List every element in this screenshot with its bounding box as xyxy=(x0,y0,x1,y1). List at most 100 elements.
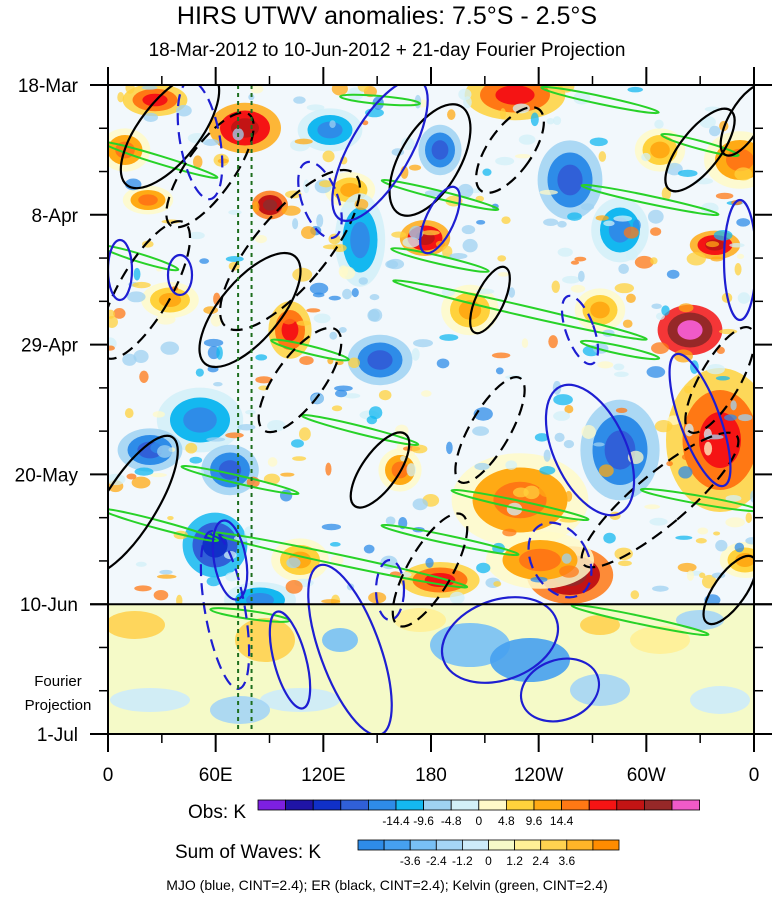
obs-texture-patch xyxy=(686,252,706,266)
obs-texture-patch xyxy=(745,512,752,524)
waves-colorbar-tick-label: -3.6 xyxy=(400,854,421,868)
er-contour xyxy=(257,326,343,434)
obs-texture-patch xyxy=(666,460,673,467)
kelvin-contour xyxy=(270,338,350,362)
obs-texture-patch xyxy=(291,439,304,448)
obs-texture-patch xyxy=(738,414,753,422)
obs-texture-patch xyxy=(563,439,575,449)
obs-texture-patch xyxy=(134,585,152,592)
obs-texture-patch xyxy=(313,313,331,324)
wave-contours xyxy=(108,85,754,734)
obs-texture-patch xyxy=(695,538,707,544)
obs-texture-patch xyxy=(497,255,507,262)
obs-colorbar-swatch xyxy=(285,799,314,811)
obs-texture-patch xyxy=(729,242,745,248)
waves-colorbar-tick-label: -2.4 xyxy=(426,854,447,868)
obs-texture-patch xyxy=(369,294,380,301)
obs-texture-patch xyxy=(225,256,244,262)
obs-texture-patch xyxy=(286,557,301,569)
waves-colorbar-tick-label: 2.4 xyxy=(532,854,549,868)
obs-texture-patch xyxy=(225,432,244,439)
obs-texture-patch xyxy=(442,245,453,259)
kelvin-contour xyxy=(660,132,740,158)
x-tick-label: 0 xyxy=(103,765,114,786)
obs-colorbar-swatch xyxy=(395,799,425,811)
projection-region xyxy=(235,618,295,662)
projection-region xyxy=(490,638,570,682)
obs-texture-patch xyxy=(117,91,125,103)
obs-texture-patch xyxy=(597,361,614,369)
obs-texture-patch xyxy=(126,473,137,480)
obs-texture-patch xyxy=(267,457,278,467)
obs-texture-patch xyxy=(543,218,559,227)
obs-texture-patch xyxy=(422,230,440,236)
obs-anomaly-core xyxy=(726,148,754,172)
obs-texture-patch xyxy=(622,319,633,328)
obs-texture-patch xyxy=(342,288,352,300)
obs-texture-patch xyxy=(176,104,192,117)
obs-texture-patch xyxy=(411,444,428,454)
waves-colorbar-swatch xyxy=(383,839,411,851)
obs-texture-patch xyxy=(149,473,167,478)
obs-texture-patch xyxy=(646,366,666,378)
obs-texture-patch xyxy=(710,256,724,262)
obs-texture-patch xyxy=(124,408,134,419)
mjo-contour xyxy=(297,160,343,240)
mjo-contour xyxy=(268,610,312,710)
obs-texture-patch xyxy=(508,287,516,298)
waves-colorbar-swatch xyxy=(540,839,568,851)
waves-colorbar-swatch xyxy=(566,839,594,851)
obs-texture-patch xyxy=(715,539,728,552)
obs-texture-patch xyxy=(202,138,220,146)
chart-title: HIRS UTWV anomalies: 7.5°S - 2.5°S xyxy=(176,2,598,30)
obs-texture-patch xyxy=(206,437,226,442)
obs-texture-patch xyxy=(385,516,396,526)
obs-texture-patch xyxy=(153,589,169,601)
obs-texture-patch xyxy=(578,270,585,282)
obs-texture-patch xyxy=(294,138,313,145)
obs-texture-patch xyxy=(156,574,177,579)
obs-texture-patch xyxy=(725,517,745,528)
mjo-contour xyxy=(166,253,194,297)
obs-texture-patch xyxy=(521,338,529,349)
obs-texture-patch xyxy=(581,203,595,211)
obs-texture-patch xyxy=(357,85,369,92)
obs-texture-patch xyxy=(176,594,183,604)
obs-texture-patch xyxy=(321,523,342,531)
obs-colorbar-swatch xyxy=(340,799,369,811)
obs-texture-patch xyxy=(322,244,342,250)
obs-colorbar-tick-label: 4.8 xyxy=(498,814,515,828)
obs-texture-patch xyxy=(446,441,453,455)
obs-texture-patch xyxy=(561,553,572,564)
obs-texture-patch xyxy=(458,88,472,101)
obs-texture-patch xyxy=(203,338,224,347)
obs-texture-patch xyxy=(108,345,115,351)
obs-texture-patch xyxy=(567,212,582,221)
mjo-contour xyxy=(668,352,732,488)
obs-texture-patch xyxy=(250,85,264,94)
kelvin-contour xyxy=(339,93,421,107)
obs-texture-patch xyxy=(564,405,574,414)
obs-texture-patch xyxy=(476,562,491,574)
x-tick-label: 120W xyxy=(514,765,564,786)
obs-texture-patch xyxy=(282,314,296,325)
mjo-contour xyxy=(374,558,406,622)
obs-texture-patch xyxy=(293,96,306,104)
obs-texture-patch xyxy=(615,407,628,414)
obs-texture-patch xyxy=(724,414,737,421)
obs-texture-patch xyxy=(574,256,587,262)
obs-texture-patch xyxy=(581,424,596,439)
obs-texture-patch xyxy=(705,241,720,248)
obs-colorbar-swatch xyxy=(423,799,452,811)
kelvin-contour xyxy=(450,488,590,522)
obs-texture-patch xyxy=(329,542,341,547)
obs-texture-patch xyxy=(499,108,506,120)
obs-texture-patch xyxy=(614,283,635,294)
kelvin-contour xyxy=(392,279,648,341)
waves-colorbar-swatch xyxy=(435,839,463,851)
obs-texture-patch xyxy=(436,358,450,369)
obs-texture-patch xyxy=(421,390,432,397)
obs-texture-patch xyxy=(704,441,713,456)
obs-texture-patch xyxy=(534,433,549,442)
